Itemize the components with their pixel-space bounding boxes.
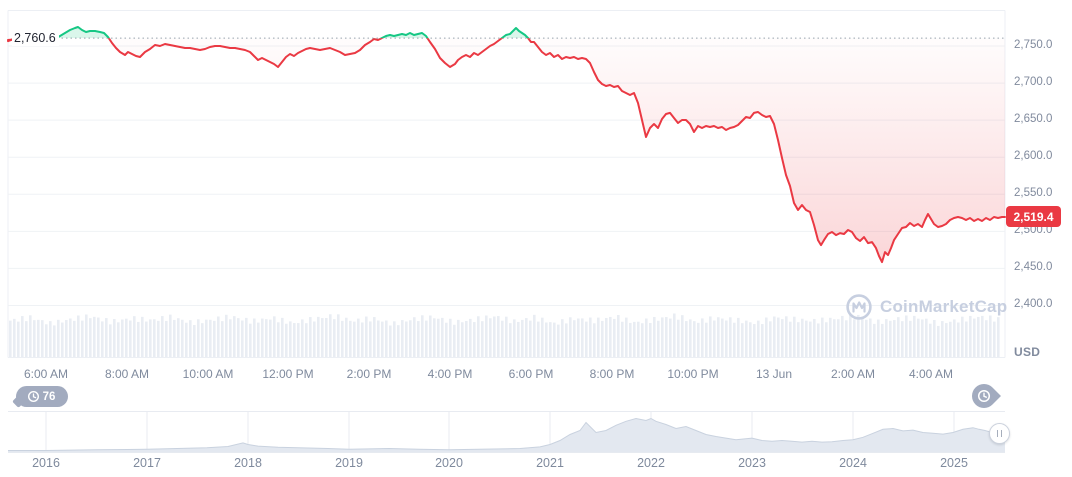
x-axis-label: 13 Jun (755, 367, 793, 381)
x-axis-label: 4:00 PM (427, 367, 473, 381)
previous-close-label: 2,760.6 (12, 31, 59, 46)
grip-bar (1000, 430, 1003, 437)
watermark: CoinMarketCap (845, 293, 1007, 321)
grip-bar (996, 430, 999, 437)
x-axis-label: 12:00 PM (262, 367, 314, 381)
y-axis-label: 2,450.0 (1014, 261, 1053, 274)
x-axis-label: 6:00 PM (508, 367, 554, 381)
navigator-handle[interactable] (989, 423, 1010, 444)
x-axis-label: 6:00 AM (23, 367, 69, 381)
y-axis-label: 2,700.0 (1014, 76, 1053, 89)
x-axis-label: 8:00 AM (104, 367, 150, 381)
y-axis-label: 2,550.0 (1014, 187, 1053, 200)
coinmarketcap-logo-icon (846, 294, 872, 320)
clock-icon (977, 389, 991, 403)
y-axis-label: 2,650.0 (1014, 113, 1053, 126)
navigator-year-label: 2022 (637, 456, 665, 470)
navigator-year-label: 2024 (839, 456, 867, 470)
history-count-badge[interactable]: 76 (16, 386, 68, 407)
previous-close-value: 2,760.6 (14, 31, 56, 45)
navigator-year-label: 2016 (32, 456, 60, 470)
y-axis-label: 2,600.0 (1014, 150, 1053, 163)
currency-label: USD (1014, 345, 1041, 359)
navigator-year-label: 2021 (536, 456, 564, 470)
x-axis-label: 4:00 AM (908, 367, 954, 381)
navigator-year-label: 2020 (435, 456, 463, 470)
y-axis-label: 2,500.0 (1014, 224, 1053, 237)
navigator-year-label: 2019 (335, 456, 363, 470)
x-axis-label: 10:00 AM (182, 367, 234, 381)
x-axis-label: 2:00 PM (346, 367, 392, 381)
history-clock-icon (27, 390, 39, 403)
current-price-badge: 2,519.4 (1006, 206, 1061, 227)
history-count: 76 (42, 390, 56, 403)
x-axis-label: 2:00 AM (830, 367, 876, 381)
navigator-year-label: 2018 (234, 456, 262, 470)
x-axis-label: 10:00 PM (667, 367, 719, 381)
navigator-year-label: 2025 (940, 456, 968, 470)
y-axis-label: 2,400.0 (1014, 298, 1053, 311)
x-axis-label: 8:00 PM (589, 367, 635, 381)
navigator-year-label: 2017 (133, 456, 161, 470)
y-axis-label: 2,750.0 (1014, 39, 1053, 51)
watermark-text: CoinMarketCap (880, 297, 1008, 316)
time-range-badge[interactable] (967, 379, 1001, 413)
navigator-year-label: 2023 (738, 456, 766, 470)
